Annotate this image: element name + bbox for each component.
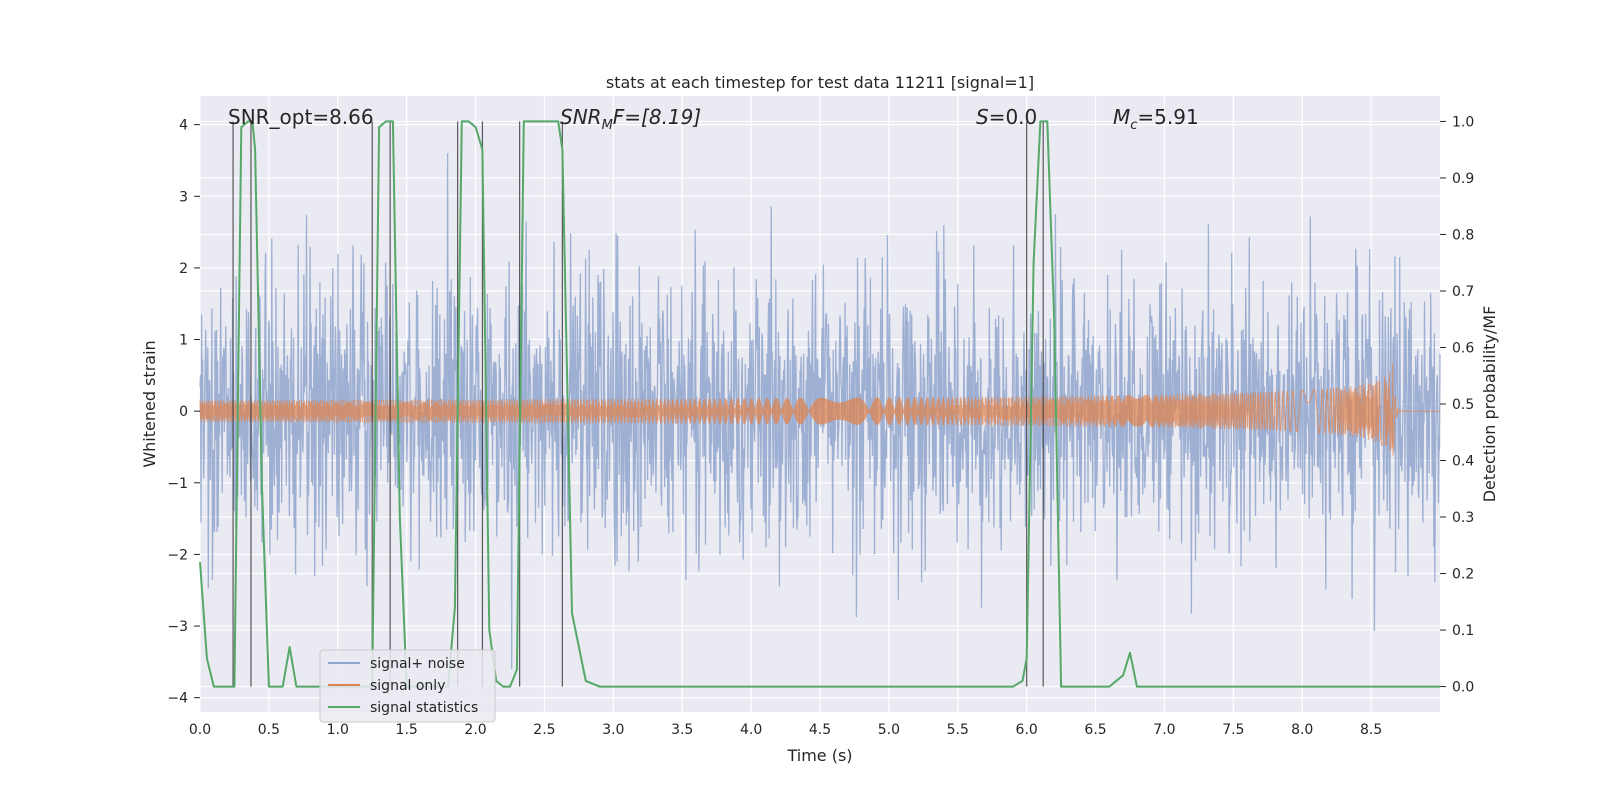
y-right-tick-label: 1.0	[1452, 114, 1474, 130]
y-right-tick-label: 0.2	[1452, 567, 1474, 583]
signal-statistics-series	[199, 120, 1440, 688]
y-right-tick-label: 0.3	[1452, 510, 1474, 526]
y-right-tick-label: 0.9	[1452, 171, 1474, 187]
x-tick-label: 2.0	[464, 722, 486, 738]
y-left-tick-label: −4	[167, 691, 188, 707]
noise-trace	[199, 153, 1441, 670]
y-left-tick-label: 0	[179, 404, 188, 420]
y-left-tick-label: 4	[179, 118, 188, 134]
x-tick-label: 4.5	[809, 722, 831, 738]
y-left-tick-label: −3	[167, 619, 188, 635]
legend: signal+ noise signal only signal statist…	[319, 649, 496, 723]
chirp-trace	[199, 363, 1440, 456]
y-right-tick-label: 0.5	[1452, 397, 1474, 413]
x-tick-label: 8.0	[1291, 722, 1313, 738]
legend-label-signal: signal only	[370, 678, 445, 694]
y-axis-right-ticks: 1.0 0.9 0.8 0.7 0.6 0.5 0.4 0.3 0.2 0.1 0.0	[1440, 114, 1474, 696]
y-axis-right-label: Detection probability/MF	[1480, 306, 1499, 503]
y-left-tick-label: 2	[179, 261, 188, 277]
statistics-trace	[199, 120, 1440, 688]
x-tick-label: 0.5	[258, 722, 280, 738]
x-tick-label: 4.0	[740, 722, 762, 738]
y-axis-left-ticks: 4 3 2 1 0 −1 −2 −3 −4	[167, 118, 200, 707]
legend-label-noise: signal+ noise	[370, 656, 465, 672]
x-tick-label: 3.5	[671, 722, 693, 738]
x-tick-label: 6.5	[1084, 722, 1106, 738]
x-axis-label: Time (s)	[786, 746, 852, 765]
annotation-snr-opt: SNR_opt=8.66	[228, 105, 374, 129]
y-left-tick-label: −1	[167, 476, 188, 492]
annotation-s: S=0.0	[976, 105, 1037, 129]
y-left-tick-label: −2	[167, 547, 188, 563]
x-axis-ticks: 0.0 0.5 1.0 1.5 2.0 2.5 3.0 3.5 4.0 4.5 5.0 5.5 6.0 6…	[189, 722, 1382, 738]
signal-noise-series	[199, 153, 1441, 670]
annotation-snr-mf: SNRMF=[8.19]	[560, 105, 701, 133]
x-tick-label: 7.5	[1222, 722, 1244, 738]
y-right-tick-label: 0.0	[1452, 680, 1474, 696]
x-tick-label: 0.0	[189, 722, 211, 738]
x-tick-label: 3.0	[602, 722, 624, 738]
y-right-tick-label: 0.7	[1452, 284, 1474, 300]
x-tick-label: 1.5	[396, 722, 418, 738]
signal-only-series	[199, 363, 1440, 456]
y-right-tick-label: 0.8	[1452, 227, 1474, 243]
chart-title: stats at each timestep for test data 112…	[606, 73, 1034, 92]
legend-label-stats: signal statistics	[370, 700, 478, 716]
x-tick-label: 2.5	[533, 722, 555, 738]
x-tick-label: 8.5	[1360, 722, 1382, 738]
y-axis-left-label: Whitened strain	[140, 340, 159, 467]
x-tick-label: 7.0	[1153, 722, 1175, 738]
x-tick-label: 1.0	[327, 722, 349, 738]
x-tick-label: 5.5	[947, 722, 969, 738]
legend-box	[319, 649, 496, 723]
annotation-mc: Mc=5.91	[1113, 105, 1199, 133]
y-left-tick-label: 1	[179, 333, 188, 349]
x-tick-label: 6.0	[1016, 722, 1038, 738]
y-right-tick-label: 0.4	[1452, 454, 1474, 470]
y-right-tick-label: 0.1	[1452, 623, 1474, 639]
x-tick-label: 5.0	[878, 722, 900, 738]
y-left-tick-label: 3	[179, 189, 188, 205]
y-right-tick-label: 0.6	[1452, 340, 1474, 356]
